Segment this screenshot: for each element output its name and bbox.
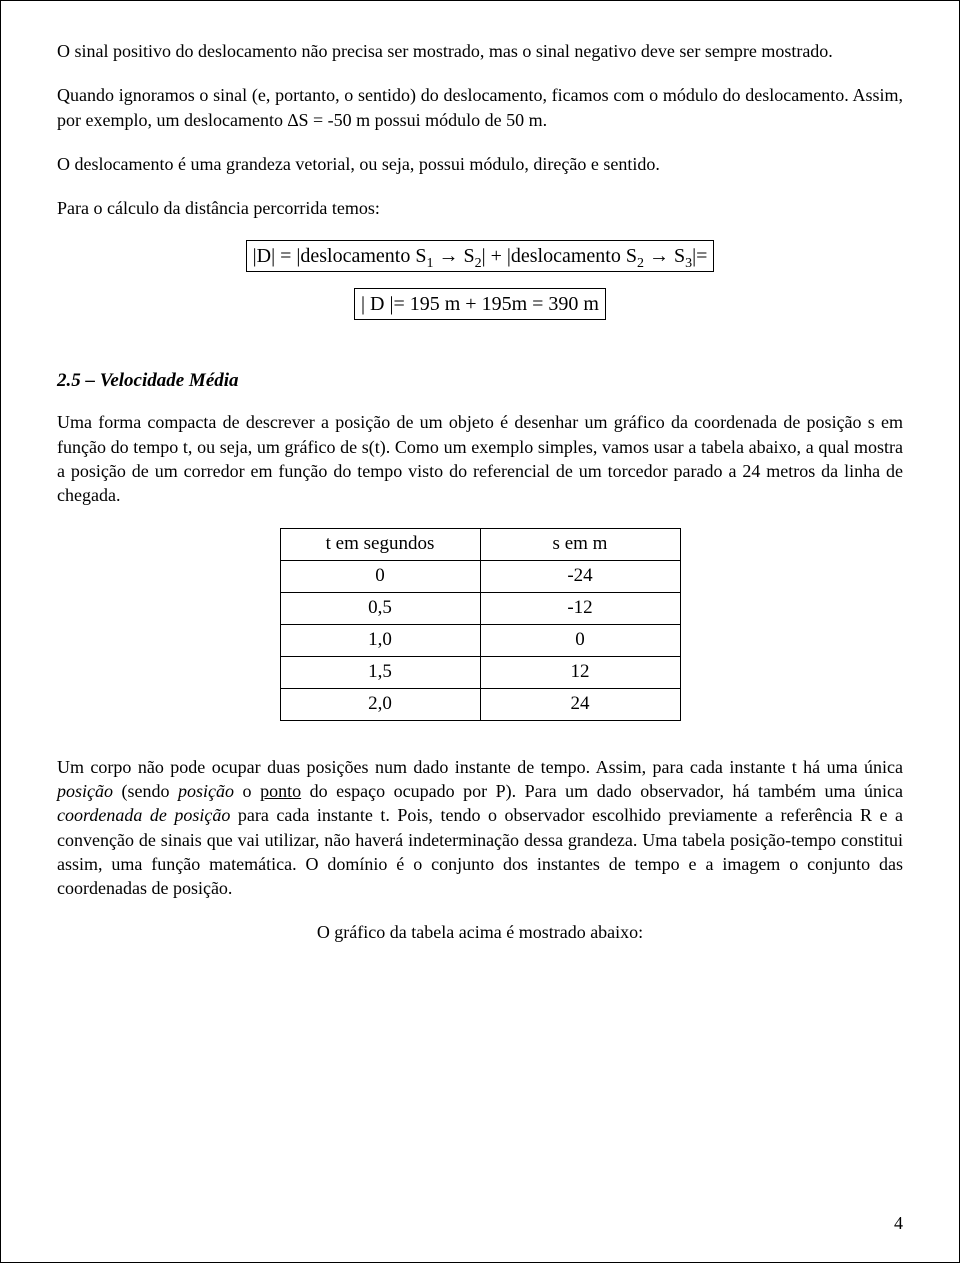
table-cell: 2,0 — [280, 688, 480, 720]
paragraph-1: O sinal positivo do deslocamento não pre… — [57, 39, 903, 63]
formula-1-text: |D| = |deslocamento S1 → S2| + |deslocam… — [253, 245, 708, 267]
table-cell: 1,5 — [280, 656, 480, 688]
table-cell: 24 — [480, 688, 680, 720]
paragraph-5: Uma forma compacta de descrever a posiçã… — [57, 410, 903, 507]
paragraph-6: Um corpo não pode ocupar duas posições n… — [57, 755, 903, 901]
table-cell: 12 — [480, 656, 680, 688]
page-number: 4 — [894, 1213, 903, 1234]
table-row: 0 -24 — [280, 560, 680, 592]
table-header-row: t em segundos s em m — [280, 528, 680, 560]
position-time-table: t em segundos s em m 0 -24 0,5 -12 1,0 0… — [280, 528, 681, 721]
section-number: 2.5 — [57, 370, 81, 391]
table-row: 2,0 24 — [280, 688, 680, 720]
table-cell: -24 — [480, 560, 680, 592]
table-cell: 0,5 — [280, 592, 480, 624]
table-cell: -12 — [480, 592, 680, 624]
section-heading: 2.5 – Velocidade Média — [57, 370, 903, 392]
paragraph-2: Quando ignoramos o sinal (e, portanto, o… — [57, 83, 903, 132]
page-container: O sinal positivo do deslocamento não pre… — [0, 0, 960, 1263]
table-header-s: s em m — [480, 528, 680, 560]
formula-1-box: |D| = |deslocamento S1 → S2| + |deslocam… — [246, 240, 715, 272]
formula-1-row: |D| = |deslocamento S1 → S2| + |deslocam… — [57, 240, 903, 272]
table-row: 1,5 12 — [280, 656, 680, 688]
section-sep: – — [81, 370, 100, 391]
section-title: Velocidade Média — [100, 370, 239, 391]
table-cell: 1,0 — [280, 624, 480, 656]
formula-2-box: | D |= 195 m + 195m = 390 m — [354, 288, 606, 320]
table-cell: 0 — [280, 560, 480, 592]
table-row: 1,0 0 — [280, 624, 680, 656]
table-header-t: t em segundos — [280, 528, 480, 560]
formula-2-row: | D |= 195 m + 195m = 390 m — [57, 288, 903, 320]
paragraph-4: Para o cálculo da distância percorrida t… — [57, 196, 903, 220]
table-cell: 0 — [480, 624, 680, 656]
paragraph-3: O deslocamento é uma grandeza vetorial, … — [57, 152, 903, 176]
table-row: 0,5 -12 — [280, 592, 680, 624]
paragraph-7: O gráfico da tabela acima é mostrado aba… — [57, 920, 903, 944]
